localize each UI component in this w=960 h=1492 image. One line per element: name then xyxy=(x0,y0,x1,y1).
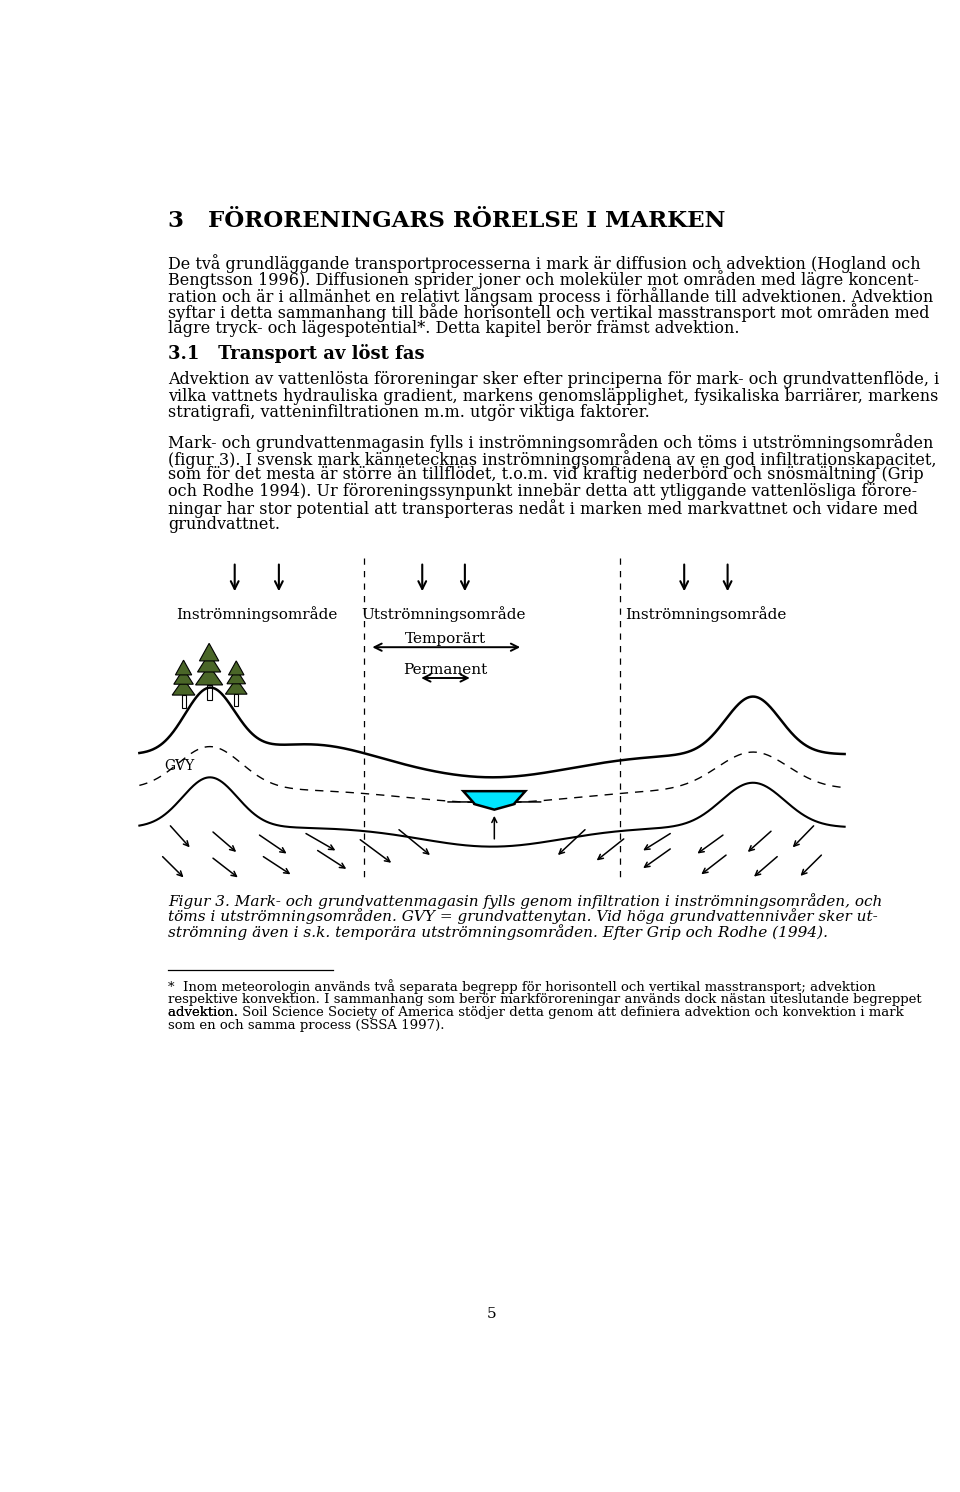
Text: Figur 3. Mark- och grundvattenmagasin fylls genom infiltration i inströmningsomr: Figur 3. Mark- och grundvattenmagasin fy… xyxy=(168,892,882,909)
Text: 3.1   Transport av löst fas: 3.1 Transport av löst fas xyxy=(168,345,424,363)
Text: ningar har stor potential att transporteras nedåt i marken med markvattnet och v: ningar har stor potential att transporte… xyxy=(168,500,918,518)
Text: vilka vattnets hydrauliska gradient, markens genomsläpplighet, fysikaliska barri: vilka vattnets hydrauliska gradient, mar… xyxy=(168,388,939,404)
Text: lägre tryck- och lägespotential*. Detta kapitel berör främst advektion.: lägre tryck- och lägespotential*. Detta … xyxy=(168,319,739,337)
Polygon shape xyxy=(226,679,247,694)
Polygon shape xyxy=(181,695,185,709)
Polygon shape xyxy=(174,668,193,685)
Polygon shape xyxy=(206,685,211,700)
Text: töms i utströmningsområden. GVY = grundvattenytan. Vid höga grundvattennivåer sk: töms i utströmningsområden. GVY = grundv… xyxy=(168,909,877,925)
Text: som en och samma process (SSSA 1997).: som en och samma process (SSSA 1997). xyxy=(168,1019,444,1032)
Text: strömning även i s.k. temporära utströmningsområden. Efter Grip och Rodhe (1994): strömning även i s.k. temporära utströmn… xyxy=(168,925,828,940)
Polygon shape xyxy=(234,694,238,707)
Text: Advektion av vattenlösta föroreningar sker efter principerna för mark- och grund: Advektion av vattenlösta föroreningar sk… xyxy=(168,372,939,388)
Text: Inströmningsområde: Inströmningsområde xyxy=(177,606,338,622)
Polygon shape xyxy=(200,643,219,661)
Text: advektion.: advektion. xyxy=(168,1006,242,1019)
Polygon shape xyxy=(176,659,192,674)
Text: De två grundläggande transportprocesserna i mark är diffusion och advektion (Hog: De två grundläggande transportprocessern… xyxy=(168,254,921,273)
Text: som för det mesta är större än tillflödet, t.o.m. vid kraftig nederbörd och snös: som för det mesta är större än tillflöde… xyxy=(168,466,924,483)
Text: Mark- och grundvattenmagasin fylls i inströmningsområden och töms i utströmnings: Mark- och grundvattenmagasin fylls i ins… xyxy=(168,433,933,452)
Polygon shape xyxy=(228,661,244,674)
Text: Inströmningsområde: Inströmningsområde xyxy=(625,606,786,622)
Text: *  Inom meteorologin används två separata begrepp för horisontell och vertikal m: * Inom meteorologin används två separata… xyxy=(168,979,876,994)
Text: (figur 3). I svensk mark kännetecknas inströmningsområdena av en god infiltratio: (figur 3). I svensk mark kännetecknas in… xyxy=(168,449,937,468)
Text: Temporärt: Temporärt xyxy=(405,631,486,646)
Text: grundvattnet.: grundvattnet. xyxy=(168,516,280,533)
Text: 3   FÖRORENINGARS RÖRELSE I MARKEN: 3 FÖRORENINGARS RÖRELSE I MARKEN xyxy=(168,210,726,231)
Text: 5: 5 xyxy=(487,1307,497,1320)
Text: advektion. Soil Science Society of America stödjer detta genom att definiera adv: advektion. Soil Science Society of Ameri… xyxy=(168,1006,903,1019)
Polygon shape xyxy=(227,668,246,683)
Text: syftar i detta sammanhang till både horisontell och vertikal masstransport mot o: syftar i detta sammanhang till både hori… xyxy=(168,303,929,322)
Text: GVY: GVY xyxy=(164,758,195,773)
Polygon shape xyxy=(464,791,525,810)
Text: Bengtsson 1996). Diffusionen sprider joner och moleküler mot områden med lägre k: Bengtsson 1996). Diffusionen sprider jon… xyxy=(168,270,919,289)
Text: stratigrafi, vatteninfiltrationen m.m. utgör viktiga faktorer.: stratigrafi, vatteninfiltrationen m.m. u… xyxy=(168,404,650,421)
Text: Permanent: Permanent xyxy=(403,662,488,676)
Polygon shape xyxy=(198,653,221,671)
Text: och Rodhe 1994). Ur föroreningssynpunkt innebär detta att ytliggande vattenlösli: och Rodhe 1994). Ur föroreningssynpunkt … xyxy=(168,483,917,500)
Text: respektive konvektion. I sammanhang som berör markföroreningar används dock näst: respektive konvektion. I sammanhang som … xyxy=(168,992,922,1006)
Text: ration och är i allmänhet en relativt långsam process i förhållande till advekti: ration och är i allmänhet en relativt lå… xyxy=(168,286,933,306)
Text: Utströmningsområde: Utströmningsområde xyxy=(362,606,526,622)
Polygon shape xyxy=(196,665,223,685)
Polygon shape xyxy=(172,679,195,695)
